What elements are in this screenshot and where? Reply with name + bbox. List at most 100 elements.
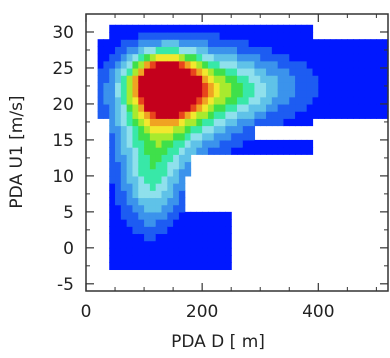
heatmap-cell [173, 89, 180, 98]
heatmap-cell [132, 89, 139, 98]
heatmap-cell [149, 226, 157, 235]
heatmap-cell [306, 60, 314, 69]
heatmap-cell [295, 31, 302, 40]
heatmap-cell [335, 53, 343, 62]
heatmap-cell [300, 24, 308, 33]
heatmap-cell [202, 211, 209, 220]
heatmap-cell [184, 211, 192, 220]
heatmap-cell [202, 82, 209, 91]
heatmap-cell [219, 219, 226, 227]
heatmap-cell [213, 125, 221, 134]
heatmap-cell [283, 147, 290, 155]
heatmap-cell [225, 247, 232, 256]
heatmap-cell [300, 75, 308, 83]
heatmap-cell [295, 139, 302, 148]
heatmap-cell [196, 67, 203, 76]
heatmap-cell [138, 175, 145, 184]
heatmap-cell [144, 89, 151, 98]
heatmap-cell [341, 75, 348, 83]
heatmap-cell [190, 240, 197, 249]
heatmap-cell [155, 240, 163, 249]
heatmap-cell [382, 39, 389, 47]
heatmap-cell [115, 82, 122, 91]
heatmap-cell [126, 89, 134, 98]
heatmap-cell [353, 67, 360, 76]
heatmap-cell [358, 75, 366, 83]
heatmap-cell [155, 219, 163, 227]
heatmap-cell [115, 75, 122, 83]
heatmap-cell [300, 111, 308, 119]
heatmap-cell [109, 154, 116, 163]
heatmap-cell [132, 190, 139, 199]
heatmap-cell [161, 31, 168, 40]
heatmap-cell [353, 53, 360, 62]
heatmap-cell [109, 255, 116, 263]
heatmap-cell [120, 53, 128, 62]
heatmap-cell [115, 46, 122, 55]
heatmap-cell [353, 89, 360, 98]
heatmap-cell [161, 233, 168, 242]
heatmap-cell [109, 247, 116, 256]
heatmap-cell [225, 53, 232, 62]
heatmap-cell [277, 24, 285, 33]
heatmap-cell [358, 111, 366, 119]
heatmap-cell [167, 53, 174, 62]
heatmap-cell [225, 240, 232, 249]
heatmap-cell [109, 204, 116, 213]
heatmap-cell [161, 96, 168, 105]
heatmap-cell [353, 46, 360, 55]
heatmap-cell [190, 60, 197, 69]
heatmap-cell [213, 262, 221, 271]
heatmap-cell [167, 147, 174, 155]
heatmap-cell [242, 118, 250, 127]
heatmap-cell [132, 197, 139, 206]
heatmap-cell [248, 89, 256, 98]
heatmap-cell [155, 147, 163, 155]
heatmap-cell [126, 168, 134, 177]
heatmap-cell [109, 240, 116, 249]
heatmap-cell [178, 168, 186, 177]
heatmap-cell [190, 262, 197, 271]
heatmap-cell [132, 53, 139, 62]
heatmap-cell [254, 139, 261, 148]
heatmap-cell [289, 96, 296, 105]
heatmap-cell [370, 67, 377, 76]
heatmap-cell [213, 39, 221, 47]
heatmap-cell [202, 31, 209, 40]
heatmap-cell [173, 255, 180, 263]
heatmap-cell [144, 53, 151, 62]
heatmap-cell [132, 31, 139, 40]
heatmap-cell [126, 103, 134, 112]
heatmap-cell [213, 118, 221, 127]
heatmap-cell [324, 60, 331, 69]
heatmap-cell [184, 147, 192, 155]
heatmap-cell [161, 139, 168, 148]
heatmap-cell [161, 147, 168, 155]
heatmap-cell [335, 67, 343, 76]
heatmap-cell [190, 53, 197, 62]
heatmap-cell [225, 233, 232, 242]
heatmap-cell [173, 125, 180, 134]
heatmap-cell [318, 103, 325, 112]
heatmap-cell [161, 24, 168, 33]
heatmap-cell [115, 168, 122, 177]
heatmap-cell [149, 197, 157, 206]
heatmap-cell [184, 75, 192, 83]
heatmap-cell [335, 46, 343, 55]
heatmap-cell [149, 39, 157, 47]
heatmap-cell [132, 226, 139, 235]
heatmap-cell [266, 53, 273, 62]
heatmap-cell [266, 24, 273, 33]
heatmap-cell [347, 75, 354, 83]
heatmap-cell [219, 24, 226, 33]
heatmap-cell [295, 103, 302, 112]
heatmap-cell [231, 103, 238, 112]
heatmap-cell [364, 89, 372, 98]
heatmap-cell [138, 132, 145, 141]
heatmap-cell [254, 147, 261, 155]
heatmap-cell [329, 60, 337, 69]
heatmap-cell [242, 147, 250, 155]
heatmap-cell [254, 31, 261, 40]
heatmap-cell [231, 24, 238, 33]
